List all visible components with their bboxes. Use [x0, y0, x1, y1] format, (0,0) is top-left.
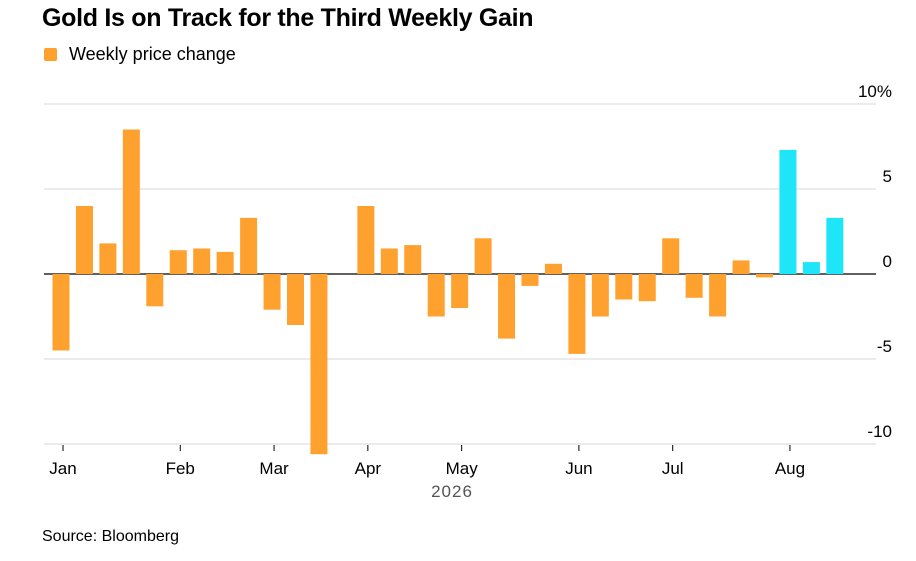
bar [216, 251, 234, 274]
bar [99, 243, 117, 274]
bars [52, 129, 844, 455]
bar [498, 274, 516, 339]
y-tick-label: -10 [867, 422, 892, 441]
bar [287, 274, 304, 325]
bar [146, 274, 164, 307]
bar [732, 260, 750, 274]
bar [638, 274, 656, 302]
y-axis-ticks: 10% 5 0 -5 -10 [858, 82, 892, 441]
bar [310, 274, 328, 455]
bar [380, 248, 398, 274]
legend: Weekly price change [44, 44, 236, 65]
bar [756, 274, 773, 278]
bar [802, 262, 820, 274]
y-tick-label: -5 [877, 337, 892, 356]
y-tick-label: 0 [883, 252, 892, 271]
bar [709, 274, 727, 317]
bar [75, 206, 93, 274]
bar [169, 250, 187, 274]
x-tick-label: Feb [166, 459, 195, 478]
bar [521, 274, 539, 286]
bar [193, 248, 211, 274]
bar [357, 206, 375, 274]
y-tick-label: 10% [858, 82, 892, 101]
bar [240, 217, 258, 274]
x-axis-ticks: Jan Feb Mar Apr May Jun Jul Aug [49, 445, 805, 478]
bar [263, 274, 281, 310]
bar [826, 217, 844, 274]
bar [615, 274, 633, 300]
bar [427, 274, 445, 317]
x-tick-label: Aug [775, 459, 805, 478]
bar [451, 274, 469, 308]
bar [568, 274, 586, 354]
source-note: Source: Bloomberg [42, 528, 179, 545]
legend-swatch [44, 48, 57, 61]
x-axis-year-label: 2026 [431, 482, 473, 501]
x-tick-label: Jul [662, 459, 684, 478]
bar [52, 274, 70, 351]
bar [662, 238, 680, 274]
bar [591, 274, 609, 317]
bar [779, 149, 797, 274]
bar [685, 274, 703, 298]
x-tick-label: Jan [49, 459, 76, 478]
y-tick-label: 5 [883, 167, 892, 186]
bar [404, 245, 422, 274]
chart-title: Gold Is on Track for the Third Weekly Ga… [42, 4, 534, 32]
x-tick-label: Apr [355, 459, 382, 478]
bar [544, 263, 562, 274]
bar [122, 129, 140, 274]
bar [474, 238, 492, 274]
x-tick-label: May [446, 459, 479, 478]
x-tick-label: Jun [565, 459, 592, 478]
x-tick-label: Mar [259, 459, 289, 478]
legend-label: Weekly price change [69, 44, 236, 64]
